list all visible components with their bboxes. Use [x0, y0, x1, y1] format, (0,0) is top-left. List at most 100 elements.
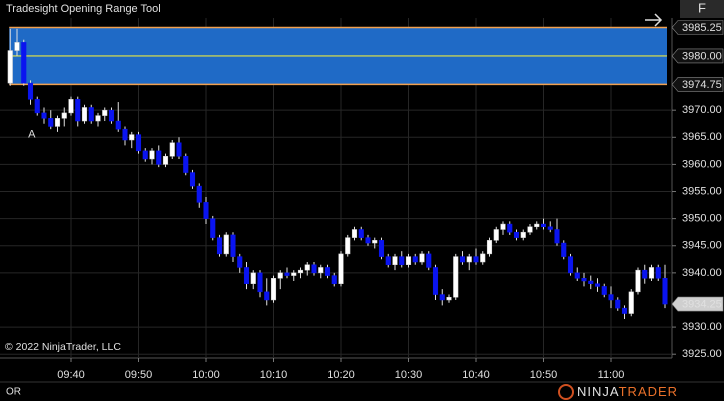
- candle-body: [480, 253, 486, 263]
- candle-body: [297, 269, 304, 274]
- candle-body: [372, 240, 378, 244]
- candle-body: [331, 275, 337, 284]
- candle-body: [129, 134, 135, 141]
- candle-body: [210, 218, 216, 238]
- candle-body: [601, 286, 607, 295]
- candle-body: [88, 107, 94, 122]
- candle-body: [324, 267, 331, 276]
- candle-body: [142, 150, 148, 160]
- candle-body: [115, 120, 121, 130]
- logo-right: TRADER: [619, 384, 678, 399]
- last-price-tag-label: 3934.25: [682, 298, 722, 310]
- candle-body: [61, 112, 67, 119]
- y-tick-label: 3965.00: [682, 131, 722, 143]
- range-low-tag-label: 3974.75: [682, 79, 722, 91]
- candle-body: [257, 272, 263, 293]
- candle-body: [574, 272, 580, 279]
- f-button-label[interactable]: F: [698, 0, 706, 15]
- range-mid-tag-label: 3980.00: [682, 50, 722, 62]
- x-tick-label: 10:30: [395, 369, 423, 381]
- candle-body: [216, 237, 223, 255]
- candle-body: [561, 242, 567, 257]
- candle-body: [135, 134, 142, 152]
- candle-body: [95, 115, 101, 122]
- candle-body: [68, 99, 74, 114]
- candle-body: [432, 267, 439, 295]
- candle-body: [183, 156, 189, 173]
- candle-body: [500, 223, 506, 230]
- chart-title: Tradesight Opening Range Tool: [6, 3, 161, 15]
- candle-body: [493, 229, 499, 241]
- candle-body: [48, 118, 54, 127]
- candle-body: [189, 172, 196, 187]
- candle-body: [486, 240, 493, 255]
- x-tick-label: 10:20: [327, 369, 355, 381]
- panel-label: OR: [6, 387, 21, 398]
- candle-body: [513, 231, 520, 238]
- candle-body: [27, 82, 34, 100]
- candle-body: [378, 240, 385, 257]
- candle-body: [264, 291, 270, 301]
- candle-body: [581, 278, 587, 282]
- candle-body: [291, 272, 297, 276]
- y-tick-label: 3930.00: [682, 321, 722, 333]
- candle-body: [351, 229, 358, 238]
- candle-body: [635, 269, 641, 293]
- candle-body: [345, 237, 351, 255]
- candle-body: [270, 278, 277, 301]
- candle-body: [567, 256, 574, 274]
- arrow-icon[interactable]: [645, 13, 663, 27]
- candle-body: [520, 231, 526, 238]
- candle-body: [203, 202, 209, 219]
- range-low-tag: [671, 77, 724, 92]
- candle-body: [277, 272, 283, 279]
- candle-body: [311, 264, 317, 274]
- candle-body: [446, 297, 452, 301]
- candle-body: [621, 307, 628, 314]
- candle-body: [419, 253, 425, 263]
- candle-body: [304, 264, 310, 271]
- candle-body: [237, 256, 243, 268]
- annotation: A: [28, 129, 36, 141]
- candle-body: [230, 234, 236, 257]
- f-button[interactable]: [680, 0, 724, 18]
- logo-icon: [558, 384, 574, 400]
- candle-body: [21, 42, 27, 84]
- candle-body: [392, 256, 398, 265]
- candle-body: [466, 256, 472, 263]
- range-mid-tag: [671, 48, 724, 64]
- x-tick-label: 10:50: [530, 369, 558, 381]
- y-tick-label: 3955.00: [682, 185, 722, 197]
- x-tick-label: 10:10: [260, 369, 288, 381]
- candle-body: [102, 109, 108, 116]
- candle-body: [75, 99, 81, 122]
- y-tick-label: 3925.00: [682, 348, 722, 360]
- candle-body: [426, 253, 432, 268]
- candle-body: [662, 278, 668, 305]
- candle-body: [365, 237, 371, 244]
- candle-body: [527, 226, 533, 233]
- candle-body: [628, 291, 634, 314]
- x-tick-label: 09:50: [125, 369, 153, 381]
- candle-body: [534, 223, 540, 228]
- y-tick-label: 3950.00: [682, 213, 722, 225]
- candle-body: [459, 256, 466, 263]
- x-tick-label: 10:00: [192, 369, 220, 381]
- candle-body: [162, 156, 169, 165]
- candle-body: [223, 234, 229, 255]
- candle-body: [540, 223, 547, 228]
- range-high-tag: [671, 20, 724, 35]
- candle-body: [169, 142, 175, 157]
- candle-body: [250, 272, 256, 284]
- candle-body: [615, 299, 621, 309]
- candle-body: [7, 50, 13, 84]
- candle-body: [385, 256, 391, 265]
- candle-body: [547, 226, 553, 230]
- logo-left: NINJA: [577, 384, 619, 399]
- candle-body: [439, 294, 445, 301]
- candle-body: [412, 256, 418, 263]
- candle-body: [588, 280, 594, 284]
- candle-body: [149, 150, 155, 160]
- candle-body: [81, 107, 88, 122]
